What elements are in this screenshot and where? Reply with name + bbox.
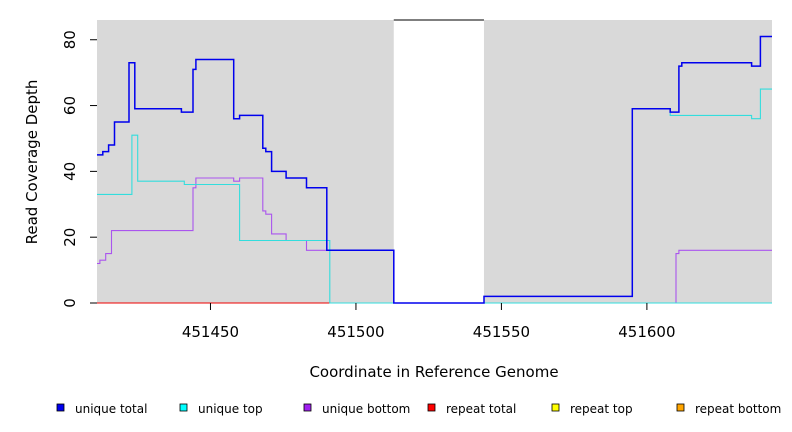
legend-label-unique-total: unique total [75,402,147,416]
x-tick-label: 451500 [327,323,384,341]
series-unique-total [97,35,772,304]
series-layer [97,35,772,304]
legend-swatch-unique-top [179,403,188,412]
legend-swatch-repeat-total [427,403,436,412]
y-tick-label: 20 [61,228,79,247]
legend-label-repeat-total: repeat total [446,402,516,416]
legend-swatch-unique-bottom [303,403,312,412]
y-tick-label: 40 [61,162,79,181]
x-tick-label: 451550 [473,323,530,341]
plot-background-layer [97,19,772,303]
series-unique-top [97,134,772,304]
legend: unique total unique top unique bottom repea… [56,402,781,416]
axis-layer: 0 20 40 60 80 451450 451500 451550 451600 [61,30,676,341]
x-tick-label: 451600 [618,323,675,341]
legend-swatch-repeat-top [551,403,560,412]
legend-swatch-repeat-bottom [676,403,685,412]
y-tick-label: 60 [61,96,79,115]
x-tick-label: 451450 [182,323,239,341]
y-tick-label: 0 [61,298,79,308]
y-tick-label: 80 [61,30,79,49]
covered-region-right [483,20,772,303]
y-axis-title: Read Coverage Depth [23,80,41,245]
legend-swatch-unique-total [56,403,65,412]
x-axis-title: Coordinate in Reference Genome [309,363,558,381]
legend-label-unique-bottom: unique bottom [322,402,410,416]
legend-label-repeat-top: repeat top [570,402,633,416]
legend-label-unique-top: unique top [198,402,263,416]
legend-label-repeat-bottom: repeat bottom [695,402,781,416]
covered-region-left [97,20,394,303]
